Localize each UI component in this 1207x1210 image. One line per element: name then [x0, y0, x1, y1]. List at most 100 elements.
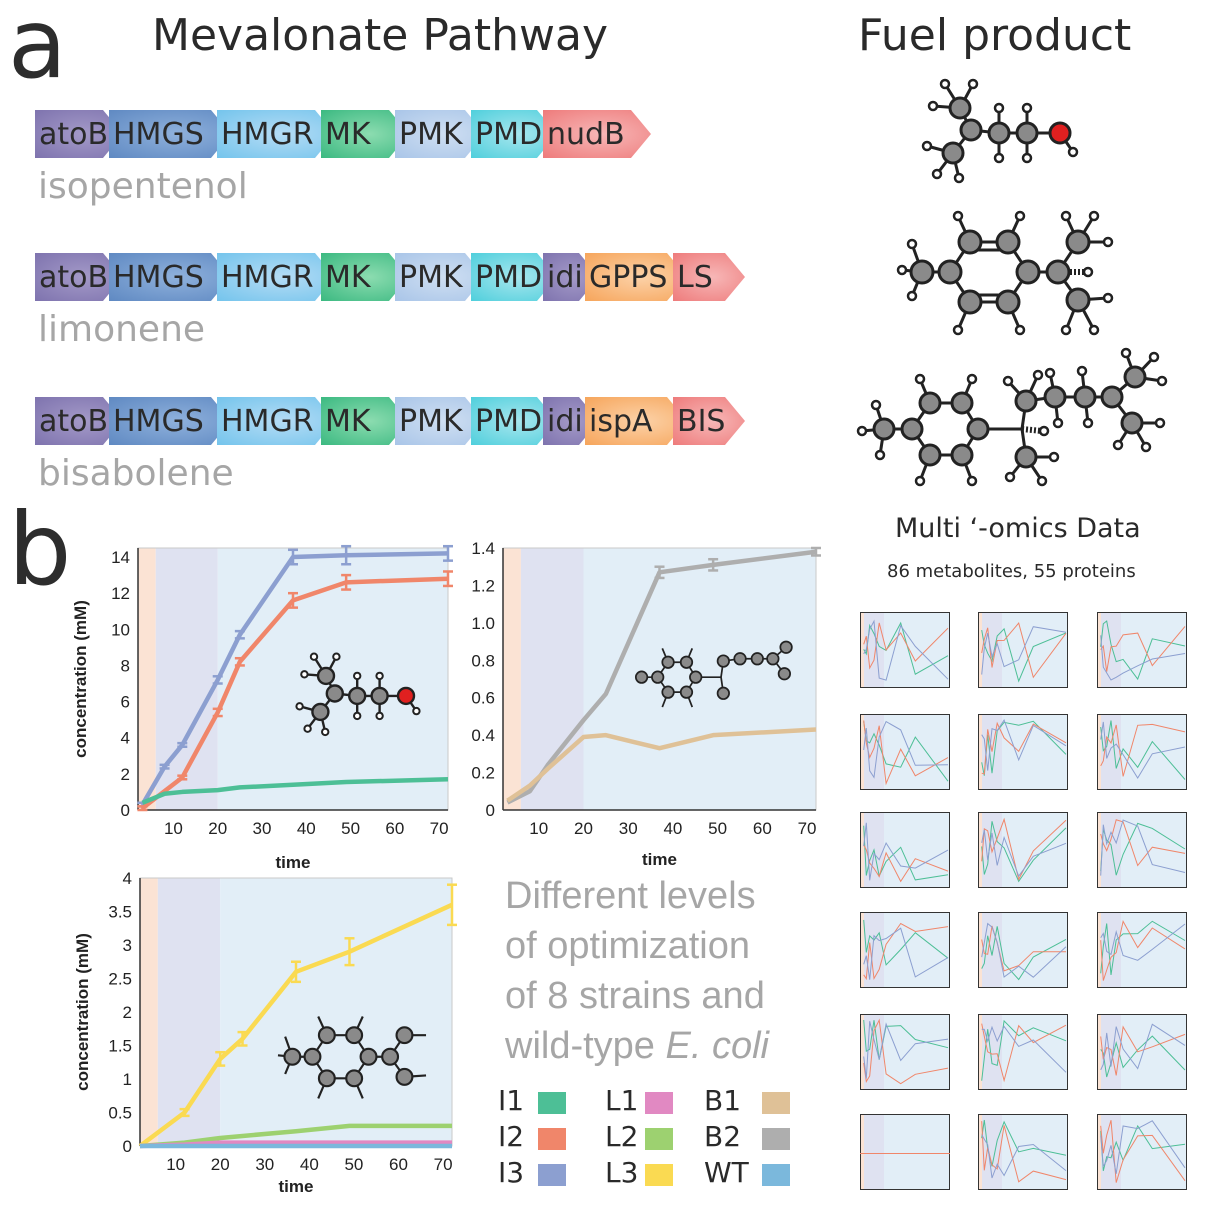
gene-atob-bisabolene: atoB [35, 397, 123, 445]
legend-swatch-i1 [538, 1092, 566, 1114]
y-tick-label: 1.2 [471, 576, 495, 595]
gene-gpps-limonene: GPPS [585, 253, 687, 301]
pathway-label-bisabolene: bisabolene [38, 453, 234, 494]
x-tick-label: 40 [300, 1155, 319, 1174]
y-tick-label: 0 [123, 1137, 132, 1156]
gene-ls-limonene: LS [673, 253, 745, 301]
pathway-label-limonene: limonene [38, 309, 206, 350]
x-tick-label: 10 [166, 1155, 185, 1174]
gene-mk-limonene: MK [321, 253, 409, 301]
phase-band-1 [140, 878, 158, 1146]
gene-hmgs-bisabolene: HMGS [109, 397, 231, 445]
x-axis-title: time [279, 1177, 314, 1196]
omics-thumbnail [978, 1114, 1068, 1190]
legend-label-b2: B2 [704, 1120, 742, 1153]
omics-thumbnail [1097, 812, 1187, 888]
description-line-4: wild-type E. coli [505, 1025, 769, 1068]
chart-isopentenol: 10 20 30 40 50 60 70 0 2 4 6 8 10 12 14 time concentrati… [71, 544, 453, 872]
panel-a-letter: a [8, 0, 67, 100]
omics-thumbnail [1097, 612, 1187, 688]
description-species: E. coli [665, 1025, 769, 1067]
isopentenol-molecule-icon [921, 78, 1079, 184]
gene-pmk-bisabolene: PMK [395, 397, 485, 445]
gene-hmgr-bisabolene: HMGR [217, 397, 335, 445]
legend-label-i3: I3 [498, 1156, 525, 1189]
y-axis-title: concentration (mM) [71, 600, 90, 758]
gene-bis-bisabolene: BIS [673, 397, 745, 445]
series-line-I1 [141, 777, 449, 805]
omics-thumbnail [860, 1114, 950, 1190]
x-tick-label: 70 [798, 819, 817, 838]
x-tick-label: 20 [211, 1155, 230, 1174]
omics-thumbnail [978, 912, 1068, 988]
x-tick-label: 40 [663, 819, 682, 838]
phase-band-1 [503, 548, 521, 810]
x-tick-label: 50 [344, 1155, 363, 1174]
legend-label-l2: L2 [605, 1120, 639, 1153]
limonene-molecule-icon [896, 210, 1114, 336]
y-tick-label: 8 [121, 656, 130, 675]
x-tick-label: 10 [529, 819, 548, 838]
gene-nudb-isopentenol: nudB [543, 110, 651, 158]
description-line-3: of 8 strains and [505, 975, 765, 1017]
x-tick-label: 70 [430, 819, 449, 838]
omics-thumbnail [978, 714, 1068, 790]
gene-hmgr-limonene: HMGR [217, 253, 335, 301]
legend-swatch-i2 [538, 1128, 566, 1150]
gene-mk-bisabolene: MK [321, 397, 409, 445]
y-tick-label: 4 [123, 870, 132, 888]
description-line-1: Different levels [505, 875, 756, 917]
omics-title: Multi ‘-omics Data [895, 513, 1141, 544]
y-tick-label: 0.8 [471, 651, 495, 670]
y-tick-label: 0.2 [471, 764, 495, 783]
phase-band-2 [520, 548, 584, 810]
series-line-I3 [140, 551, 449, 806]
omics-thumbnail [1097, 1014, 1187, 1090]
x-tick-label: 60 [753, 819, 772, 838]
omics-thumbnail [860, 812, 950, 888]
gene-pmd-isopentenol: PMD [471, 110, 557, 158]
y-tick-label: 14 [111, 548, 130, 567]
gene-pmd-bisabolene: PMD [471, 397, 557, 445]
gene-pmk-limonene: PMK [395, 253, 485, 301]
x-axis-title: time [276, 853, 311, 872]
x-tick-label: 20 [208, 819, 227, 838]
gene-hmgr-isopentenol: HMGR [217, 110, 335, 158]
gene-pmd-limonene: PMD [471, 253, 557, 301]
x-tick-label: 70 [434, 1155, 453, 1174]
legend-swatch-wt [762, 1164, 790, 1186]
series-line-B1 [506, 727, 817, 803]
omics-thumbnail [860, 912, 950, 988]
chart-isopentenol-molecule-icon [295, 652, 421, 737]
legend-swatch-b1 [762, 1092, 790, 1114]
x-tick-label: 10 [164, 819, 183, 838]
omics-thumbnail [1097, 1114, 1187, 1190]
omics-thumbnail [860, 612, 950, 688]
y-tick-label: 3.5 [108, 903, 132, 922]
legend-label-l3: L3 [605, 1156, 639, 1189]
description-prefix: wild-type [505, 1025, 666, 1067]
x-axis-title: time [642, 850, 677, 869]
series-line-B2 [506, 549, 817, 805]
omics-thumbnail [978, 612, 1068, 688]
chart-bisabolene-molecule-icon [634, 640, 793, 708]
legend-label-b1: B1 [704, 1084, 742, 1117]
x-tick-label: 30 [253, 819, 272, 838]
y-tick-label: 12 [111, 584, 130, 603]
gene-hmgs-limonene: HMGS [109, 253, 231, 301]
y-tick-label: 6 [121, 693, 130, 712]
gene-hmgs-isopentenol: HMGS [109, 110, 231, 158]
x-tick-label: 30 [255, 1155, 274, 1174]
x-tick-label: 60 [389, 1155, 408, 1174]
y-tick-label: 1.5 [108, 1037, 132, 1056]
y-tick-label: 4 [121, 729, 130, 748]
y-tick-label: 2.5 [108, 970, 132, 989]
legend-swatch-l2 [645, 1128, 673, 1150]
y-tick-label: 0.4 [471, 726, 495, 745]
omics-subtitle: 86 metabolites, 55 proteins [887, 561, 1136, 582]
legend-label-i1: I1 [498, 1084, 525, 1117]
omics-thumbnail [860, 1014, 950, 1090]
y-tick-label: 2 [121, 765, 130, 784]
x-tick-label: 30 [619, 819, 638, 838]
legend-label-wt: WT [704, 1156, 749, 1189]
